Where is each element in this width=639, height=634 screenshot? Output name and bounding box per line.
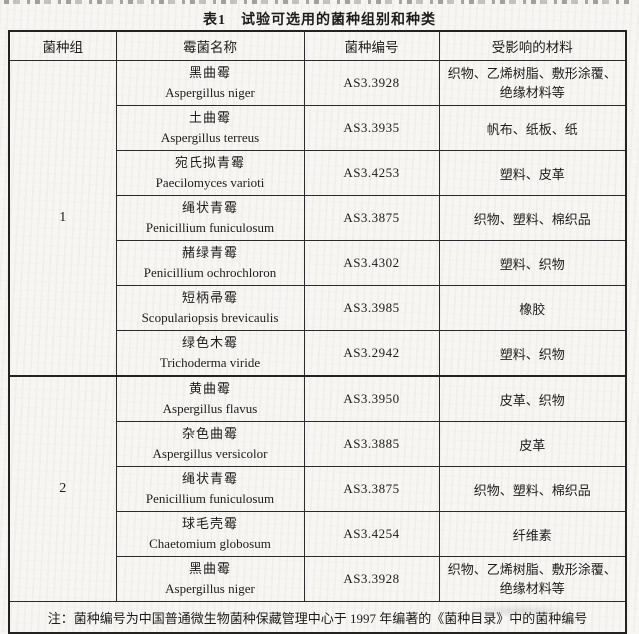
affected-materials: 皮革 [438, 421, 627, 467]
table-row: 土曲霉 Aspergillus terreus AS3.3935 帆布、纸板、纸 [9, 105, 627, 151]
affected-materials: 织物、乙烯树脂、敷形涂覆、绝缘材料等 [438, 556, 627, 602]
affected-materials: 帆布、纸板、纸 [438, 105, 627, 151]
mold-name-latin: Paecilomyces varioti [155, 175, 265, 190]
strain-code: AS3.3985 [303, 285, 440, 331]
strain-code: AS3.3875 [303, 466, 440, 512]
mold-name-cn: 杂色曲霉 [181, 426, 238, 441]
mold-name-latin: Aspergillus flavus [162, 401, 258, 416]
header-row: 菌种组 霉菌名称 菌种编号 受影响的材料 [8, 30, 627, 61]
species-table: 菌种组 霉菌名称 菌种编号 受影响的材料 1 黑曲霉 Aspergillus n… [8, 30, 627, 634]
strain-code: AS3.3928 [303, 556, 440, 602]
mold-name-cell: 黄曲霉 Aspergillus flavus [115, 375, 305, 422]
affected-materials: 橡胶 [438, 285, 627, 331]
affected-materials: 塑料、皮革 [438, 150, 627, 196]
mold-name-latin: Aspergillus terreus [160, 130, 260, 145]
mold-name-cell: 宛氏拟青霉 Paecilomyces varioti [115, 150, 305, 196]
mold-name-latin: Scopulariopsis brevicaulis [141, 310, 279, 325]
affected-materials: 纤维素 [438, 511, 627, 557]
mold-name-latin: Penicillium funiculosum [145, 491, 275, 506]
mold-name-cn: 土曲霉 [188, 110, 231, 125]
mold-name-latin: Chaetomium globosum [149, 536, 271, 551]
mold-name-cell: 绳状青霉 Penicillium funiculosum [115, 466, 305, 512]
header-strain-code: 菌种编号 [303, 30, 440, 61]
header-group: 菌种组 [8, 30, 117, 61]
table-row: 赭绿青霉 Penicillium ochrochloron AS3.4302 塑… [9, 240, 627, 286]
strain-code: AS3.4302 [303, 240, 440, 286]
mold-name-latin: Penicillium ochrochloron [143, 265, 277, 280]
mold-name-cell: 短柄帚霉 Scopulariopsis brevicaulis [115, 285, 305, 331]
mold-name-latin: Trichoderma viride [159, 355, 261, 370]
strain-code: AS3.4253 [303, 150, 440, 196]
header-affected-materials: 受影响的材料 [438, 30, 627, 61]
mold-name-cell: 杂色曲霉 Aspergillus versicolor [115, 421, 305, 467]
table-row: 球毛壳霉 Chaetomium globosum AS3.4254 纤维素 [9, 511, 627, 557]
affected-materials: 皮革、织物 [438, 375, 627, 422]
strain-code: AS3.3935 [303, 105, 440, 151]
affected-materials: 织物、塑料、棉织品 [438, 466, 627, 512]
mold-name-latin: Penicillium funiculosum [145, 220, 275, 235]
table-row: 宛氏拟青霉 Paecilomyces varioti AS3.4253 塑料、皮… [9, 150, 627, 196]
mold-name-cn: 绳状青霉 [181, 471, 238, 486]
table-row: 绳状青霉 Penicillium funiculosum AS3.3875 织物… [9, 195, 627, 241]
mold-name-cn: 黑曲霉 [188, 561, 231, 576]
mold-name-cell: 黑曲霉 Aspergillus niger [115, 60, 305, 106]
affected-materials: 塑料、织物 [438, 330, 627, 377]
mold-name-cn: 赭绿青霉 [181, 245, 238, 260]
strain-code: AS3.2942 [303, 330, 440, 377]
mold-name-cell: 绳状青霉 Penicillium funiculosum [115, 195, 305, 241]
note-row: 注：菌种编号为中国普通微生物菌种保藏管理中心于 1997 年编著的《菌种目录》中… [8, 601, 627, 634]
strain-code: AS3.3875 [303, 195, 440, 241]
table-row: 2 黄曲霉 Aspergillus flavus AS3.3950 皮革、织物 [8, 375, 627, 602]
mold-name-cell: 黑曲霉 Aspergillus niger [115, 556, 305, 602]
mold-name-cell: 土曲霉 Aspergillus terreus [115, 105, 305, 151]
strain-code: AS3.3885 [303, 421, 440, 467]
mold-name-cell: 绿色木霉 Trichoderma viride [115, 330, 305, 377]
affected-materials: 织物、塑料、棉织品 [438, 195, 627, 241]
table-row: 短柄帚霉 Scopulariopsis brevicaulis AS3.3985… [9, 285, 627, 331]
group-1-label: 1 [8, 60, 117, 377]
mold-name-cn: 球毛壳霉 [181, 516, 238, 531]
strain-code: AS3.3928 [303, 60, 440, 106]
mold-name-latin: Aspergillus versicolor [152, 446, 268, 461]
strain-code: AS3.3950 [303, 375, 440, 422]
strain-code: AS3.4254 [303, 511, 440, 557]
table-row: 1 黑曲霉 Aspergillus niger AS3.3928 织物、乙烯树脂… [8, 60, 627, 377]
header-mold-name: 霉菌名称 [115, 30, 305, 61]
table-title: 表1 试验可选用的菌种组别和种类 [203, 13, 436, 28]
mold-name-cn: 黄曲霉 [188, 381, 231, 396]
table-row: 黑曲霉 Aspergillus niger AS3.3928 织物、乙烯树脂、敷… [9, 556, 627, 602]
mold-name-latin: Aspergillus niger [165, 85, 255, 100]
group-2-label: 2 [8, 375, 117, 602]
mold-name-cn: 绿色木霉 [181, 335, 238, 350]
mold-name-cn: 短柄帚霉 [181, 290, 238, 305]
cropped-previous-line [4, 0, 633, 4]
mold-name-latin: Aspergillus niger [165, 581, 255, 596]
table-row: 绿色木霉 Trichoderma viride AS3.2942 塑料、织物 [9, 330, 627, 377]
affected-materials: 织物、乙烯树脂、敷形涂覆、绝缘材料等 [438, 60, 627, 106]
mold-name-cell: 赭绿青霉 Penicillium ochrochloron [115, 240, 305, 286]
table-footnote: 注：菌种编号为中国普通微生物菌种保藏管理中心于 1997 年编著的《菌种目录》中… [8, 601, 627, 634]
mold-name-cell: 球毛壳霉 Chaetomium globosum [115, 511, 305, 557]
affected-materials: 塑料、织物 [438, 240, 627, 286]
mold-name-cn: 绳状青霉 [181, 200, 238, 215]
mold-name-cn: 黑曲霉 [188, 65, 231, 80]
mold-name-cn: 宛氏拟青霉 [174, 155, 245, 170]
